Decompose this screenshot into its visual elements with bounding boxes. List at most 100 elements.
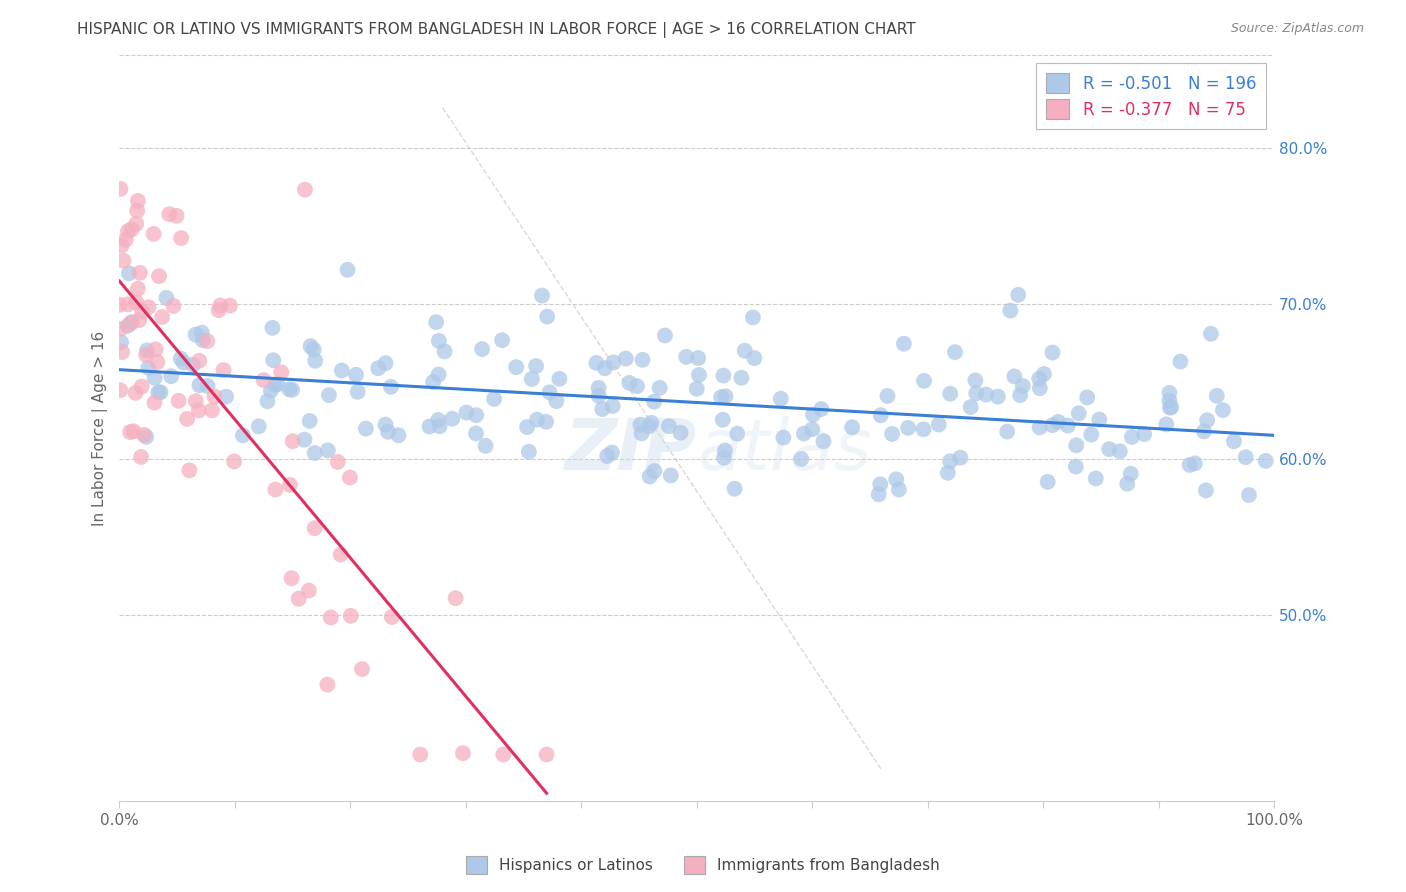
Point	[318, 388, 340, 402]
Point	[1028, 372, 1050, 386]
Point	[117, 224, 139, 238]
Point	[155, 291, 177, 305]
Point	[118, 266, 141, 280]
Point	[212, 363, 235, 377]
Point	[131, 304, 153, 318]
Point	[170, 231, 193, 245]
Point	[263, 377, 285, 392]
Point	[354, 422, 377, 436]
Point	[132, 428, 155, 442]
Point	[114, 233, 136, 247]
Point	[294, 183, 316, 197]
Point	[108, 298, 131, 312]
Point	[316, 677, 339, 691]
Text: ZIP: ZIP	[565, 416, 697, 485]
Point	[336, 262, 359, 277]
Point	[122, 425, 145, 439]
Point	[741, 310, 763, 325]
Point	[536, 747, 558, 762]
Point	[1080, 427, 1102, 442]
Point	[1192, 425, 1215, 439]
Point	[710, 390, 733, 404]
Point	[669, 425, 692, 440]
Point	[166, 209, 188, 223]
Point	[688, 351, 710, 365]
Point	[330, 363, 353, 377]
Point	[252, 373, 274, 387]
Point	[600, 445, 623, 459]
Point	[630, 426, 652, 441]
Point	[204, 389, 226, 403]
Point	[326, 455, 349, 469]
Point	[526, 412, 548, 426]
Point	[219, 299, 242, 313]
Point	[188, 378, 211, 392]
Point	[1223, 434, 1246, 449]
Point	[425, 315, 447, 329]
Point	[1047, 415, 1070, 429]
Point	[524, 359, 547, 373]
Point	[138, 300, 160, 314]
Point	[471, 342, 494, 356]
Point	[427, 368, 450, 382]
Point	[128, 313, 150, 327]
Point	[1032, 367, 1054, 381]
Point	[179, 463, 201, 477]
Point	[374, 417, 396, 432]
Point	[744, 351, 766, 365]
Point	[801, 422, 824, 436]
Point	[294, 433, 316, 447]
Point	[869, 477, 891, 491]
Point	[110, 182, 132, 196]
Point	[121, 315, 143, 329]
Point	[208, 303, 231, 318]
Point	[281, 383, 304, 397]
Point	[427, 413, 450, 427]
Point	[135, 430, 157, 444]
Point	[142, 227, 165, 241]
Point	[675, 350, 697, 364]
Point	[536, 310, 558, 324]
Point	[591, 402, 613, 417]
Point	[711, 368, 734, 383]
Point	[427, 334, 450, 348]
Point	[346, 384, 368, 399]
Point	[150, 310, 173, 324]
Point	[631, 352, 654, 367]
Point	[893, 336, 915, 351]
Point	[643, 394, 665, 409]
Point	[474, 439, 496, 453]
Point	[730, 370, 752, 384]
Point	[1000, 303, 1022, 318]
Point	[936, 466, 959, 480]
Point	[1088, 412, 1111, 426]
Point	[129, 450, 152, 464]
Point	[995, 425, 1018, 439]
Point	[548, 372, 571, 386]
Point	[602, 399, 624, 413]
Point	[965, 373, 987, 387]
Point	[492, 747, 515, 762]
Point	[124, 385, 146, 400]
Point	[209, 298, 232, 312]
Point	[939, 386, 962, 401]
Point	[1254, 454, 1277, 468]
Point	[339, 470, 361, 484]
Point	[422, 375, 444, 389]
Point	[184, 394, 207, 409]
Point	[928, 417, 950, 432]
Point	[146, 355, 169, 369]
Point	[302, 343, 325, 357]
Point	[111, 345, 134, 359]
Point	[143, 370, 166, 384]
Point	[125, 217, 148, 231]
Point	[1084, 471, 1107, 485]
Point	[260, 384, 283, 398]
Point	[1237, 488, 1260, 502]
Point	[588, 381, 610, 395]
Point	[868, 487, 890, 501]
Point	[117, 297, 139, 311]
Point	[790, 452, 813, 467]
Point	[167, 393, 190, 408]
Point	[1002, 369, 1025, 384]
